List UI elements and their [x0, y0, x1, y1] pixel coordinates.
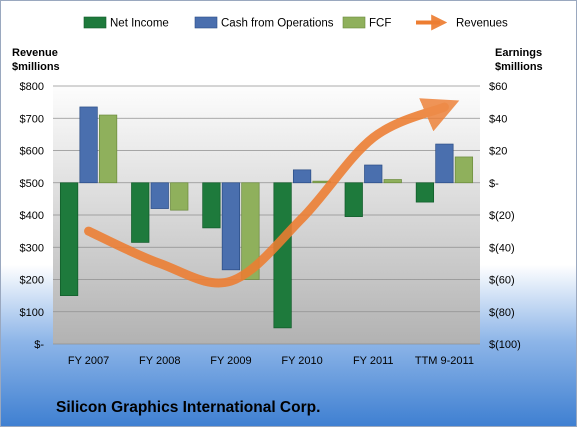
legend-swatch-cash-from-operations: [194, 16, 218, 29]
bar-cash-from-operations: [435, 143, 454, 184]
bar-fcf: [98, 114, 118, 184]
right-axis-title-line2: $millions: [495, 61, 543, 73]
left-tick-label: $-: [34, 339, 44, 351]
bar-net-income: [415, 182, 435, 203]
right-tick-label: $(100): [489, 339, 521, 351]
x-tick-label: TTM 9-2011: [415, 355, 474, 367]
bar-cash-from-operations: [150, 182, 169, 209]
legend-swatch-net-income: [83, 16, 107, 29]
company-name: Silicon Graphics International Corp.: [56, 399, 320, 416]
right-axis-title-line1: Earnings: [495, 47, 542, 59]
bar-fcf: [170, 182, 189, 211]
bar-cash-from-operations: [79, 106, 98, 184]
left-axis-title-line1: Revenue: [12, 47, 58, 59]
left-tick-label: $200: [20, 275, 44, 287]
bar-net-income: [344, 182, 363, 217]
bar-cash-from-operations: [364, 164, 383, 184]
right-tick-label: $(80): [489, 307, 515, 319]
right-tick-label: $-: [489, 178, 499, 190]
left-tick-label: $300: [20, 242, 44, 254]
left-tick-label: $500: [20, 178, 44, 190]
x-tick-label: FY 2008: [139, 355, 180, 367]
bar-net-income: [131, 182, 150, 243]
x-tick-label: FY 2010: [281, 355, 322, 367]
right-tick-label: $60: [489, 81, 507, 93]
left-tick-label: $400: [20, 210, 44, 222]
legend-label-revenues: Revenues: [456, 18, 508, 30]
left-axis-title-line2: $millions: [12, 61, 60, 73]
x-tick-label: FY 2009: [210, 355, 251, 367]
x-axis-ticks: FY 2007 FY 2008 FY 2009 FY 2010 FY 2011 TTM 9…: [68, 355, 474, 367]
right-axis-ticks: $(100) $(80) $(60) $(40) $(20) $- $20 $40 $60: [489, 81, 521, 351]
bar-cash-from-operations: [292, 169, 312, 184]
bar-fcf: [383, 179, 402, 184]
revenue-line-layer: [84, 98, 460, 288]
left-tick-label: $600: [20, 146, 44, 158]
bar-net-income: [59, 182, 79, 296]
bar-net-income: [202, 182, 221, 229]
bar-fcf: [454, 156, 474, 184]
legend-label-cash-from-operations: Cash from Operations: [221, 18, 334, 30]
x-tick-label: FY 2011: [353, 355, 394, 367]
right-tick-label: $(60): [489, 275, 515, 287]
right-tick-label: $(40): [489, 242, 515, 254]
bar-cash-from-operations: [221, 182, 241, 271]
left-axis-ticks: $- $100 $200 $300 $400 $500 $600 $700 $800: [20, 81, 45, 351]
right-tick-label: $20: [489, 146, 507, 158]
bar-fcf: [241, 182, 260, 280]
legend-swatch-fcf: [342, 16, 366, 29]
gridlines: [53, 85, 480, 345]
legend-label-fcf: FCF: [369, 18, 391, 30]
bar-net-income: [273, 182, 292, 329]
revenues-line: [84, 98, 460, 288]
left-tick-label: $700: [20, 113, 44, 125]
legend: Net Income Cash from Operations FCF Reve…: [83, 14, 508, 31]
right-tick-label: $40: [489, 113, 507, 125]
right-tick-label: $(20): [489, 210, 515, 222]
left-tick-label: $100: [20, 307, 44, 319]
left-tick-label: $800: [20, 81, 44, 93]
bars-layer: [59, 106, 474, 329]
x-tick-label: FY 2007: [68, 355, 109, 367]
legend-label-net-income: Net Income: [110, 18, 169, 30]
